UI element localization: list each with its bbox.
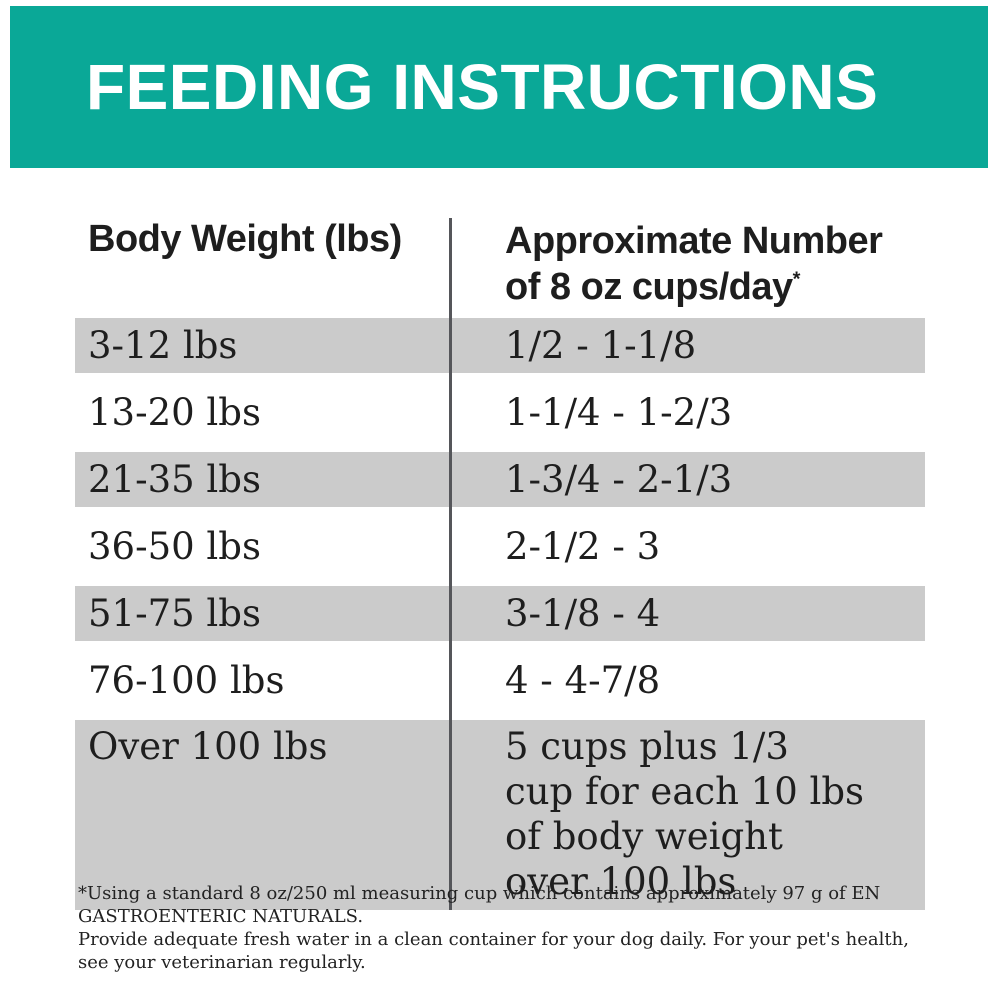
row-band: 51-75 lbs 3-1/8 - 4 [75, 586, 925, 641]
footnote-line2: Provide adequate fresh water in a clean … [78, 929, 909, 973]
cups-value: 3-1/8 - 4 [505, 592, 661, 635]
table-row: 36-50 lbs 2-1/2 - 3 [75, 513, 925, 580]
table-row: 76-100 lbs 4 - 4-7/8 [75, 647, 925, 714]
cups-value: 1/2 - 1-1/8 [505, 324, 697, 367]
col-header-body-weight: Body Weight (lbs) [88, 218, 402, 260]
body-weight-value: 21-35 lbs [88, 458, 261, 501]
table-row: Over 100 lbs 5 cups plus 1/3 cup for eac… [75, 714, 925, 918]
table-row: 51-75 lbs 3-1/8 - 4 [75, 580, 925, 647]
body-weight-value: 51-75 lbs [88, 592, 261, 635]
cups-value: 1-3/4 - 2-1/3 [505, 458, 733, 501]
table-row: 13-20 lbs 1-1/4 - 1-2/3 [75, 379, 925, 446]
col-header-cups-line2: of 8 oz cups/day [505, 266, 793, 308]
body-weight-value: 3-12 lbs [88, 324, 238, 367]
col-header-cups-per-day: Approximate Number of 8 oz cups/day* [449, 216, 925, 310]
body-weight-value: 13-20 lbs [88, 391, 261, 434]
row-band: 21-35 lbs 1-3/4 - 2-1/3 [75, 452, 925, 507]
column-divider [449, 218, 452, 910]
row-band: Over 100 lbs 5 cups plus 1/3 cup for eac… [75, 720, 925, 910]
body-weight-value: 76-100 lbs [88, 659, 285, 702]
cups-value: 4 - 4-7/8 [505, 659, 661, 702]
footnote-marker: * [792, 268, 801, 291]
footnote: *Using a standard 8 oz/250 ml measuring … [78, 882, 938, 974]
footnote-line1: *Using a standard 8 oz/250 ml measuring … [78, 883, 881, 927]
row-band: 76-100 lbs 4 - 4-7/8 [75, 653, 925, 708]
table-row: 3-12 lbs 1/2 - 1-1/8 [75, 312, 925, 379]
body-weight-value: 36-50 lbs [88, 525, 261, 568]
page-title: FEEDING INSTRUCTIONS [86, 51, 879, 123]
row-band: 36-50 lbs 2-1/2 - 3 [75, 519, 925, 574]
table-header-row: Body Weight (lbs) Approximate Number of 8… [75, 216, 925, 312]
row-band: 3-12 lbs 1/2 - 1-1/8 [75, 318, 925, 373]
col-header-cups-line1: Approximate Number [505, 220, 883, 262]
table-row: 21-35 lbs 1-3/4 - 2-1/3 [75, 446, 925, 513]
feeding-table: Body Weight (lbs) Approximate Number of 8… [75, 216, 925, 918]
cups-value: 1-1/4 - 1-2/3 [505, 391, 733, 434]
title-banner: FEEDING INSTRUCTIONS [10, 6, 988, 168]
body-weight-value: Over 100 lbs [88, 725, 328, 768]
row-band: 13-20 lbs 1-1/4 - 1-2/3 [75, 385, 925, 440]
cups-value: 2-1/2 - 3 [505, 525, 661, 568]
cups-value: 5 cups plus 1/3 cup for each 10 lbs of b… [505, 725, 865, 903]
